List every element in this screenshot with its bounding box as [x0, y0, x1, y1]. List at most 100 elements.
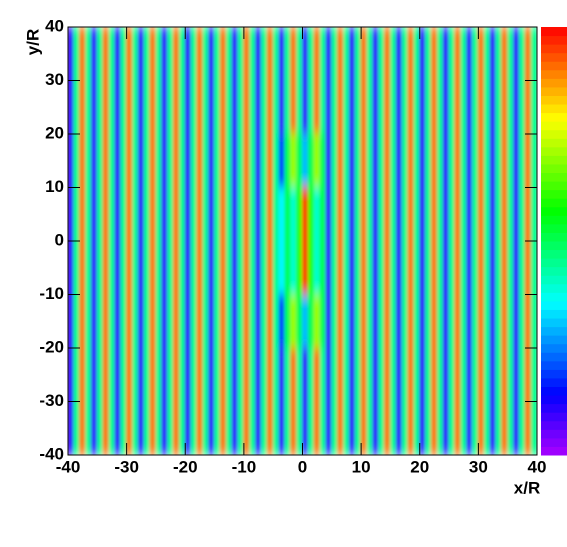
cell [442, 401, 450, 455]
cell [231, 187, 239, 242]
cell [161, 133, 169, 188]
cell [260, 347, 268, 402]
cell [389, 401, 397, 455]
cell [307, 294, 315, 349]
cell [331, 347, 339, 402]
cell [395, 294, 403, 349]
cell [249, 347, 257, 402]
cell [278, 294, 286, 349]
cell [366, 401, 374, 455]
cell [126, 240, 133, 295]
cell [501, 80, 509, 135]
color-scale-step [541, 403, 567, 413]
cell [348, 240, 356, 295]
cell [266, 80, 274, 135]
cell [348, 347, 356, 402]
x-tick-label: -30 [114, 457, 139, 476]
cell [384, 27, 391, 81]
cell [161, 27, 169, 81]
cell [137, 240, 145, 295]
cell [214, 27, 221, 81]
cell [325, 187, 333, 242]
cell [131, 401, 139, 455]
cell [384, 80, 391, 135]
cell [73, 187, 81, 242]
color-scale-step [541, 420, 567, 430]
cell [255, 187, 262, 242]
cell [477, 240, 485, 295]
cell [307, 27, 315, 81]
cell [524, 347, 532, 402]
cell [419, 133, 427, 188]
cell [302, 187, 309, 242]
cell [290, 401, 298, 455]
cell [190, 294, 198, 349]
cell [237, 27, 245, 81]
cell [524, 27, 532, 81]
cell [472, 401, 479, 455]
cell [178, 294, 186, 349]
cell [184, 187, 192, 242]
cell [483, 187, 491, 242]
cell [108, 347, 116, 402]
cell [454, 401, 462, 455]
cell [131, 27, 139, 81]
cell [79, 27, 87, 81]
cell [507, 80, 515, 135]
cell [296, 133, 303, 188]
color-scale-step [541, 223, 567, 233]
cell [272, 240, 280, 295]
color-scale-step [541, 215, 567, 225]
cell [255, 294, 262, 349]
color-scale [541, 27, 567, 456]
cell [524, 133, 532, 188]
cell [208, 294, 216, 349]
cell [79, 347, 87, 402]
color-scale-step [541, 446, 567, 456]
cell [290, 347, 298, 402]
cell [96, 294, 104, 349]
cell [407, 80, 415, 135]
cell [495, 347, 503, 402]
cell [108, 401, 116, 455]
cell [343, 80, 350, 135]
cell [243, 347, 251, 402]
cell [460, 80, 468, 135]
cell [114, 401, 122, 455]
cell [372, 401, 380, 455]
cell [243, 187, 251, 242]
cell [372, 80, 380, 135]
cell [401, 240, 409, 295]
cell [231, 27, 239, 81]
cell [249, 187, 257, 242]
cell [120, 27, 128, 81]
color-scale-step [541, 52, 567, 62]
cell [530, 294, 537, 349]
cell [68, 294, 75, 349]
cell [454, 80, 462, 135]
cell [348, 187, 356, 242]
cell [366, 240, 374, 295]
cell [202, 347, 210, 402]
cell [79, 294, 87, 349]
cell [266, 27, 274, 81]
cell [483, 80, 491, 135]
cell [507, 187, 515, 242]
cell [313, 401, 321, 455]
cell [302, 347, 309, 402]
cell [489, 80, 497, 135]
cell [231, 347, 239, 402]
cell [530, 27, 537, 81]
cell [237, 80, 245, 135]
cell [530, 240, 537, 295]
cell [190, 347, 198, 402]
cell [466, 27, 474, 81]
cell [343, 294, 350, 349]
cell [378, 187, 386, 242]
cell [507, 347, 515, 402]
cell [167, 133, 175, 188]
cell [73, 133, 81, 188]
color-scale-step [541, 335, 567, 345]
cell [477, 133, 485, 188]
cell [483, 27, 491, 81]
